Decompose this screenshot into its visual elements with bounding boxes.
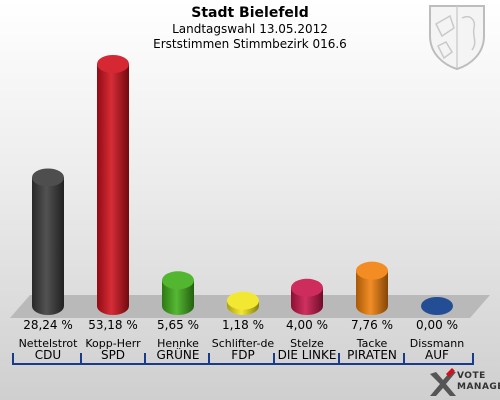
value-label: 0,00 % [416,318,458,332]
bar-die-linke [291,278,323,315]
chart-subtitle: Landtagswahl 13.05.2012 [172,22,328,36]
bar-cdu [32,168,64,315]
bar-top [32,168,64,187]
party-divider [80,353,82,365]
chart-title: Stadt Bielefeld [191,5,309,21]
party-label: SPD [100,348,126,362]
candidate-label: Nettelstrot [18,337,78,350]
party-label: DIE LINKE [277,348,337,362]
bar-body [97,64,129,315]
value-label: 1,18 % [222,318,264,332]
bar-top [291,278,323,297]
party-divider [273,353,275,365]
bar-grüne [162,271,194,315]
candidate-label: Hennke [157,337,199,350]
bar-piraten [356,261,388,315]
bar-auf [421,297,453,315]
candidate-label: Kopp-Herr [85,337,141,350]
party-label: PIRATEN [347,348,397,362]
value-label: 7,76 % [351,318,393,332]
party-label: FDP [231,348,255,362]
bar-top [97,55,129,73]
party-divider [338,353,340,365]
candidate-label: Tacke [356,337,388,350]
value-label: 5,65 % [157,318,199,332]
bar-top [356,261,388,280]
candidate-label: Dissmann [409,337,465,350]
logo-text-manager: MANAGER [457,382,500,392]
value-label: 28,24 % [23,318,73,332]
bar-top [227,291,259,310]
bar-top [421,297,453,315]
bar-top [162,271,194,290]
party-label: AUF [425,348,449,362]
party-label: CDU [34,348,62,362]
coat-of-arms-icon [429,5,485,71]
bar-body [32,177,64,315]
bar-spd [97,55,129,315]
chart-district: Erststimmen Stimmbezirk 016.6 [153,37,347,51]
logo-text-vote: VOTE [457,371,486,381]
candidate-label: Stelze [290,337,324,350]
party-underline [12,363,474,365]
vote-manager-x-icon [430,368,456,396]
candidate-label: Schlifter-de [211,337,275,350]
value-label: 53,18 % [88,318,138,332]
party-divider [403,353,405,365]
party-divider [144,353,146,365]
bar-body [356,270,388,315]
party-divider [208,353,210,365]
value-label: 4,00 % [286,318,328,332]
party-divider [12,353,14,365]
party-label: GRÜNE [156,348,200,362]
bar-body [162,280,194,315]
bar-fdp [227,291,259,315]
party-divider [472,353,474,365]
